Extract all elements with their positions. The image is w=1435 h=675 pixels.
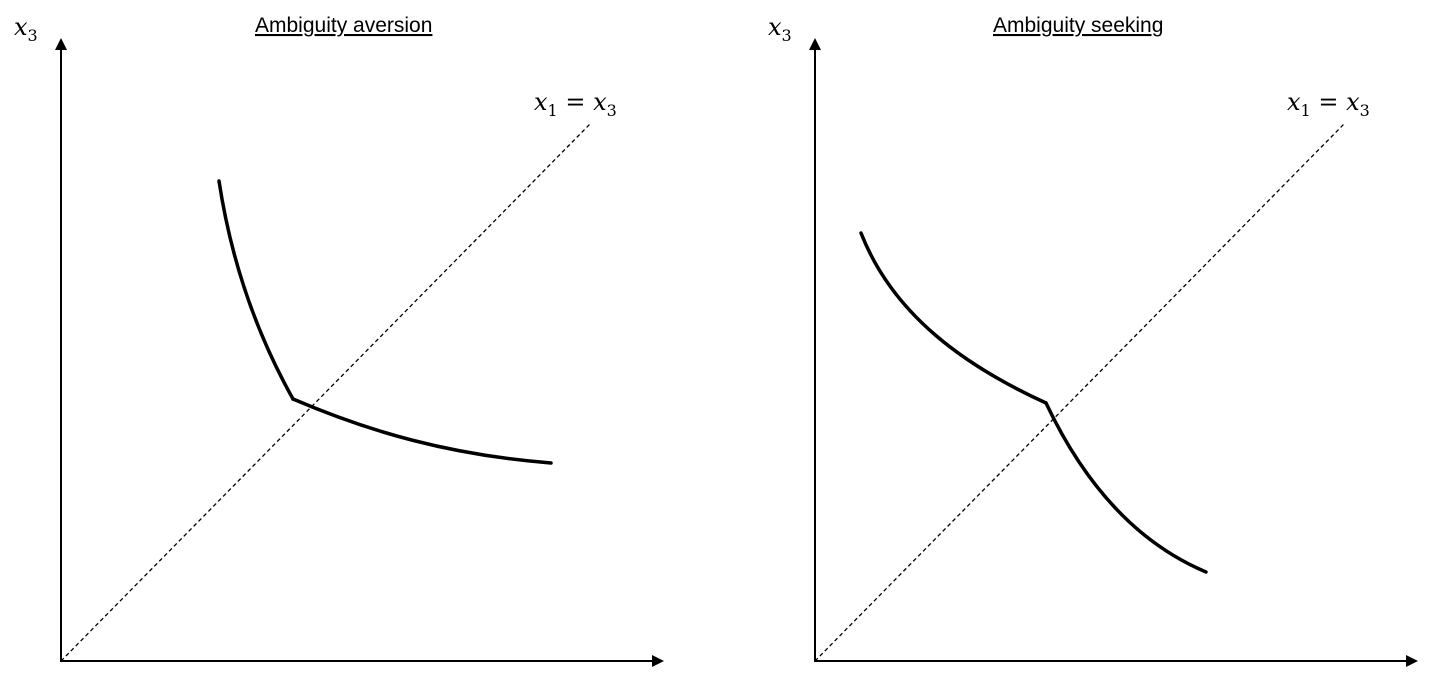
indifference-curve-lower-branch [291, 397, 553, 465]
indifference-curve-lower-branch [1044, 401, 1208, 574]
x-axis-label: x1 [1392, 673, 1416, 675]
panel-title: Ambiguity seeking [993, 14, 1163, 37]
panel-title: Ambiguity aversion [255, 14, 432, 37]
indifference-curve-upper-branch [217, 179, 295, 401]
diagonal-label: x1 = x3 [1287, 88, 1370, 120]
panel-ambiguity-seeking: Ambiguity seeking x3 x1 x1 = x3 [768, 13, 1418, 675]
y-axis-label: x3 [14, 13, 38, 45]
y-axis-label: x3 [768, 13, 792, 45]
diagonal-line [814, 123, 1345, 662]
x-axis-label: x1 [640, 673, 664, 675]
panel-ambiguity-aversion: Ambiguity aversion x3 x1 x1 = x3 [14, 13, 664, 675]
diagonal-label: x1 = x3 [534, 88, 617, 120]
indifference-curve-upper-branch [859, 231, 1048, 405]
diagonal-line [60, 123, 591, 662]
